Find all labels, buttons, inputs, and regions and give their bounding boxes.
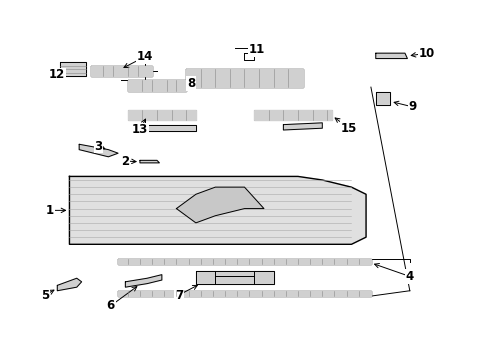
- Polygon shape: [118, 291, 370, 296]
- Text: 10: 10: [418, 47, 434, 60]
- Polygon shape: [69, 176, 366, 244]
- Text: 12: 12: [49, 68, 65, 81]
- Text: 11: 11: [248, 43, 264, 56]
- Polygon shape: [147, 125, 196, 131]
- Polygon shape: [57, 278, 81, 291]
- Polygon shape: [79, 144, 118, 157]
- Polygon shape: [176, 187, 264, 223]
- Text: 5: 5: [41, 288, 49, 302]
- Polygon shape: [118, 258, 370, 264]
- Text: 13: 13: [132, 123, 148, 136]
- Polygon shape: [196, 271, 273, 284]
- Polygon shape: [186, 69, 302, 87]
- Text: 6: 6: [106, 299, 115, 312]
- Text: 9: 9: [407, 100, 415, 113]
- Polygon shape: [125, 275, 162, 287]
- Text: 14: 14: [136, 50, 153, 63]
- Text: 8: 8: [186, 77, 195, 90]
- Text: 3: 3: [94, 140, 102, 153]
- Polygon shape: [127, 80, 186, 91]
- Polygon shape: [60, 62, 86, 76]
- Polygon shape: [140, 160, 159, 163]
- Text: 4: 4: [405, 270, 413, 283]
- Text: 15: 15: [340, 122, 357, 135]
- Polygon shape: [283, 123, 322, 130]
- Text: 1: 1: [46, 204, 54, 217]
- Polygon shape: [254, 111, 331, 120]
- Text: 2: 2: [121, 154, 129, 167]
- Polygon shape: [127, 111, 196, 120]
- Polygon shape: [375, 93, 389, 105]
- Text: 7: 7: [174, 288, 183, 302]
- Polygon shape: [375, 53, 407, 59]
- Polygon shape: [91, 66, 152, 76]
